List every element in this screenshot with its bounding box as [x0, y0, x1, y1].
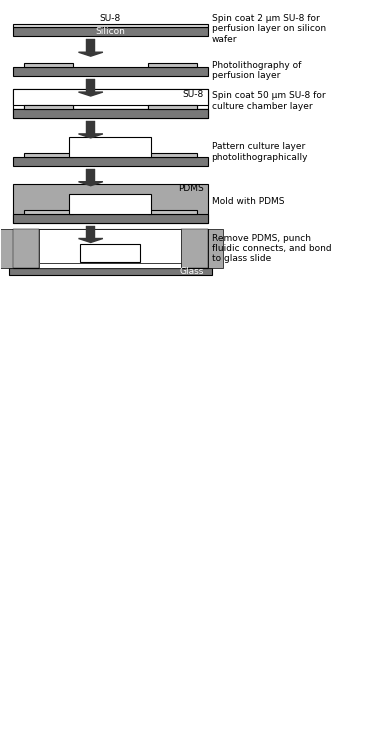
Bar	[86, 39, 95, 53]
Bar	[12, 157, 208, 166]
Bar	[39, 263, 181, 269]
Bar	[12, 109, 208, 118]
Polygon shape	[79, 92, 103, 96]
Bar	[12, 27, 208, 36]
Bar	[69, 194, 152, 214]
Bar	[148, 105, 197, 109]
Bar	[12, 214, 208, 223]
Bar	[24, 105, 73, 109]
Bar	[12, 229, 39, 269]
Bar	[12, 24, 208, 27]
Polygon shape	[79, 134, 103, 138]
Text: SU-8: SU-8	[183, 90, 204, 98]
Bar	[39, 263, 181, 269]
Text: Silicon: Silicon	[95, 27, 125, 36]
Bar	[39, 229, 181, 269]
Bar	[148, 63, 197, 67]
Bar	[24, 209, 73, 214]
Bar	[9, 269, 212, 275]
Bar	[12, 67, 208, 76]
Bar	[12, 89, 208, 109]
Text: PDMS: PDMS	[178, 184, 204, 193]
Text: Glass: Glass	[180, 267, 204, 276]
Text: Pattern culture layer
photolithographically: Pattern culture layer photolithographica…	[212, 142, 308, 161]
Bar	[0, 229, 12, 269]
Bar	[148, 105, 197, 109]
Text: SU-8: SU-8	[99, 14, 121, 23]
Bar	[12, 89, 208, 105]
Bar	[148, 153, 197, 157]
Bar	[24, 63, 73, 67]
Polygon shape	[79, 53, 103, 56]
Bar	[24, 153, 73, 157]
Bar	[86, 121, 95, 134]
Text: Photolithography of
perfusion layer: Photolithography of perfusion layer	[212, 61, 301, 81]
Bar	[86, 79, 95, 92]
Bar	[12, 229, 208, 269]
Text: Remove PDMS, punch
fluidic connects, and bond
to glass slide: Remove PDMS, punch fluidic connects, and…	[212, 234, 331, 263]
Bar	[86, 169, 95, 182]
Bar	[24, 105, 73, 109]
Bar	[208, 229, 223, 269]
Polygon shape	[79, 238, 103, 243]
Bar	[12, 184, 208, 223]
Bar	[80, 244, 140, 262]
Bar	[69, 137, 152, 157]
Polygon shape	[79, 182, 103, 186]
Text: Spin coat 50 μm SU-8 for
culture chamber layer: Spin coat 50 μm SU-8 for culture chamber…	[212, 91, 325, 111]
Bar	[12, 109, 208, 118]
Bar	[86, 226, 95, 238]
Text: Mold with PDMS: Mold with PDMS	[212, 197, 284, 206]
Bar	[148, 209, 197, 214]
Bar	[181, 229, 208, 269]
Text: Spin coat 2 μm SU-8 for
perfusion layer on silicon
wafer: Spin coat 2 μm SU-8 for perfusion layer …	[212, 14, 325, 44]
